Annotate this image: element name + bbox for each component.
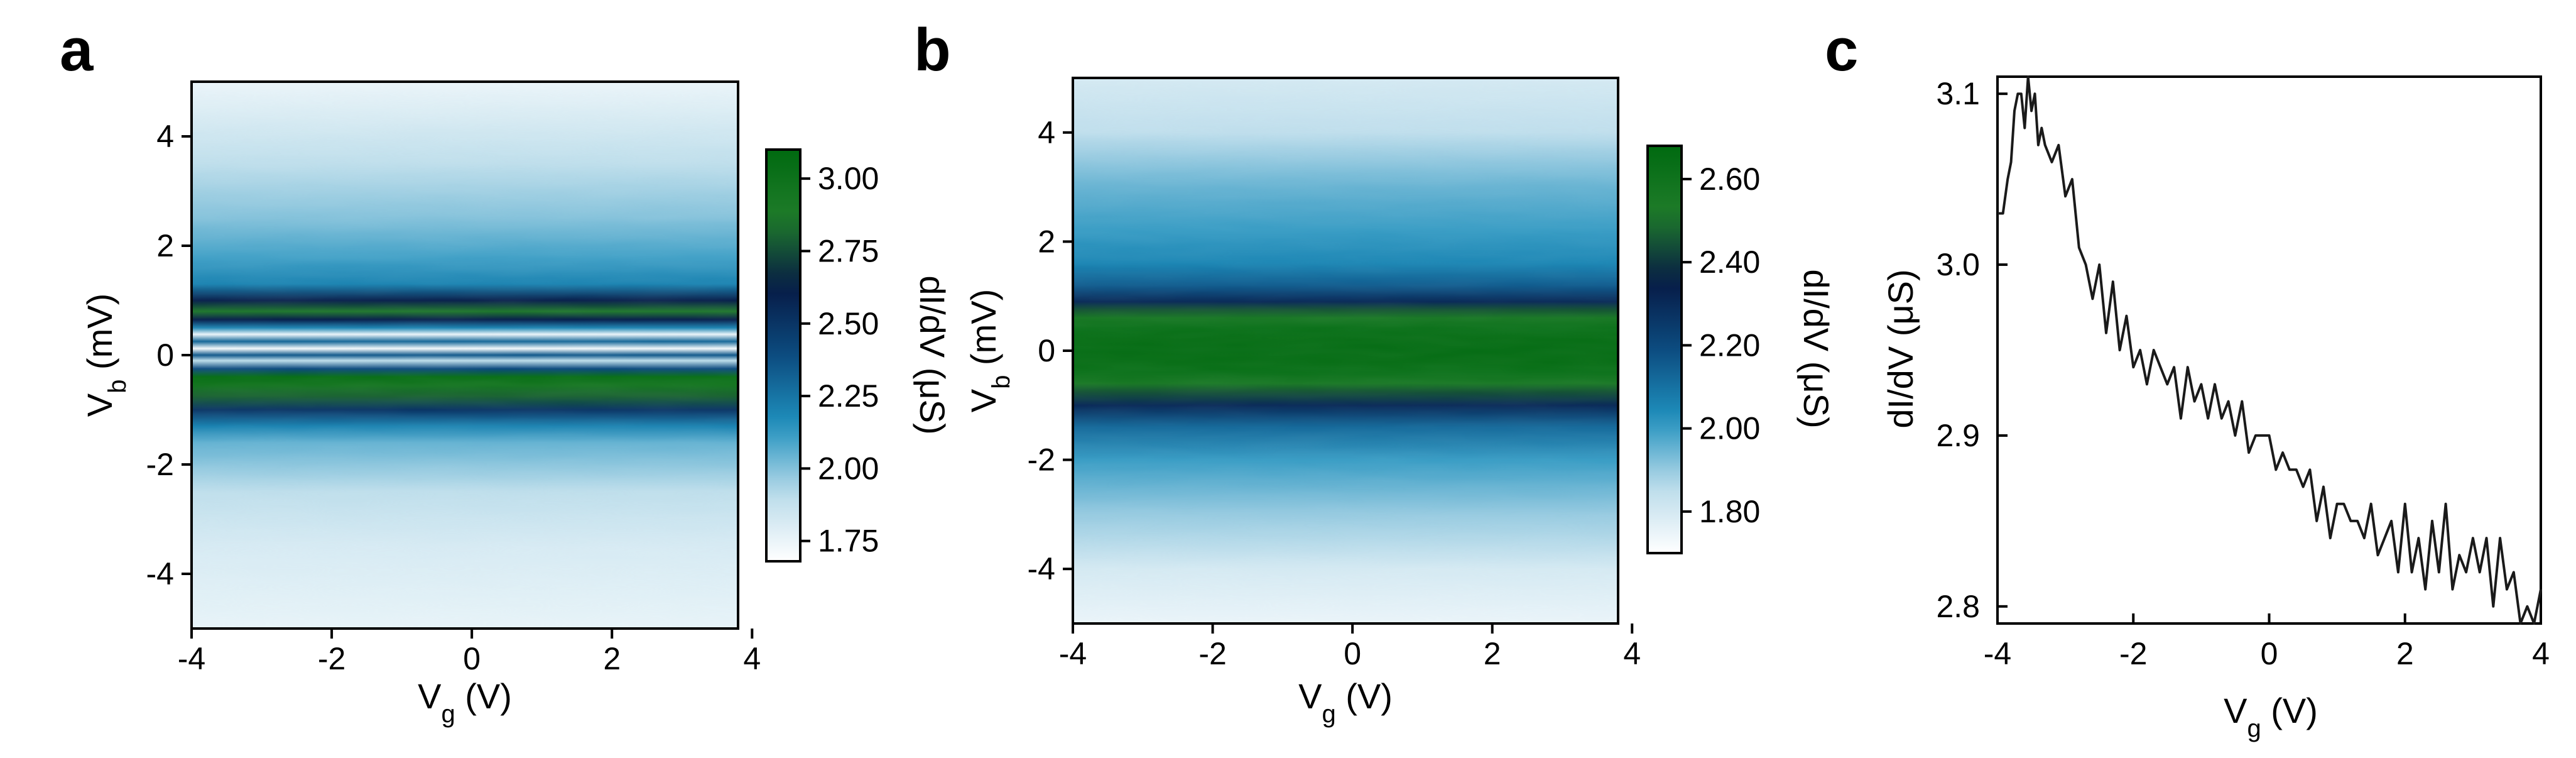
a-colorbar-tick-label: 1.75 (818, 524, 879, 559)
b-colorbar-tick-label: 2.60 (1699, 162, 1760, 197)
heatmap-b-x-axis: -4 -2 0 2 4 (1059, 623, 1641, 671)
panel-b: b -4 -2 0 2 4 -4 -2 0 2 4 Vg (V) Vb (mV) 1.80 2.0… (914, 16, 1836, 728)
a-colorbar-tick-label: 3.00 (818, 161, 879, 196)
colorbar-a-frame (765, 148, 802, 563)
a-y-tick-label: 4 (156, 119, 174, 154)
colorbar-a-label: dI/dV (μS) (913, 275, 952, 434)
colorbar-a-axis: 1.75 2.00 2.25 2.50 2.75 3.00 (800, 161, 879, 559)
a-colorbar-tick-label: 2.00 (818, 451, 879, 486)
a-x-tick-label: 0 (463, 641, 481, 676)
colorbar-a (766, 150, 800, 561)
c-y-tick-label: 3.0 (1936, 247, 1980, 282)
colorbar-b-axis: 1.80 2.00 2.20 2.40 2.60 (1682, 162, 1760, 529)
heatmap-b-y-axis: -4 -2 0 2 4 (1028, 115, 1073, 586)
a-y-tick-label: 0 (156, 338, 174, 373)
panel-c: c -4 -2 0 2 4 2.8 2.9 3.0 3.1 Vg (V) dI/dV (μS) (1825, 16, 2550, 742)
panel-letter-b: b (914, 16, 951, 84)
c-x-tick-label: 2 (2396, 636, 2414, 671)
a-x-tick-label: -4 (178, 641, 205, 676)
a-x-tick-label: -2 (318, 641, 345, 676)
colorbar-b (1648, 146, 1682, 553)
heatmap-b-y-label: Vb (mV) (964, 289, 1015, 412)
a-colorbar-tick-label: 2.50 (818, 306, 879, 341)
b-y-tick-label: 2 (1038, 224, 1055, 259)
b-x-tick-label: 2 (1484, 636, 1501, 671)
c-x-tick-label: -2 (2119, 636, 2147, 671)
heatmap-a-y-label: Vb (mV) (80, 294, 131, 417)
b-colorbar-tick-label: 2.40 (1699, 244, 1760, 280)
a-colorbar-tick-label: 2.75 (818, 233, 879, 268)
b-y-tick-label: -4 (1028, 551, 1055, 586)
b-y-tick-label: 0 (1038, 333, 1055, 368)
heatmap-a-x-axis: -4 -2 0 2 4 (178, 629, 761, 676)
c-x-tick-label: 0 (2261, 636, 2278, 671)
b-x-tick-label: -2 (1198, 636, 1226, 671)
b-colorbar-tick-label: 2.20 (1699, 327, 1760, 363)
a-y-tick-label: -2 (146, 447, 174, 482)
b-y-tick-label: -2 (1028, 442, 1055, 478)
c-x-tick-label: 4 (2532, 636, 2550, 671)
b-x-tick-label: 0 (1344, 636, 1361, 671)
c-x-tick-label: -4 (1984, 636, 2011, 671)
heatmap-a-x-label: Vg (V) (418, 676, 512, 728)
panel-a: a -4 -2 0 2 4 -4 -2 0 2 4 Vg (V) Vb (mV) 1.75 2.0… (60, 16, 952, 728)
a-x-tick-label: 4 (743, 641, 761, 676)
line-plot-c-series (1997, 75, 2542, 625)
line-plot-c-x-axis: -4 -2 0 2 4 (1984, 613, 2550, 671)
heatmap-a-y-axis: -4 -2 0 2 4 (146, 119, 192, 591)
line-plot-c-frame (1996, 75, 2542, 625)
heatmap-a-texture (192, 82, 738, 629)
panel-letter-a: a (60, 16, 94, 84)
line-plot-c-x-label: Vg (V) (2224, 691, 2318, 742)
b-x-tick-label: 4 (1623, 636, 1641, 671)
colorbar-b-label: dI/dV (μS) (1796, 269, 1836, 428)
c-y-tick-label: 2.9 (1936, 418, 1980, 453)
line-plot-c-y-label: dI/dV (μS) (1881, 269, 1920, 428)
b-y-tick-label: 4 (1038, 115, 1055, 150)
colorbar-b-frame (1646, 145, 1683, 554)
heatmap-b-texture (1073, 78, 1618, 623)
b-colorbar-tick-label: 1.80 (1699, 494, 1760, 529)
b-colorbar-tick-label: 2.00 (1699, 411, 1760, 446)
b-x-tick-label: -4 (1059, 636, 1087, 671)
a-colorbar-tick-label: 2.25 (818, 378, 879, 414)
panel-letter-c: c (1825, 16, 1858, 84)
line-plot-c-y-axis: 2.8 2.9 3.0 3.1 (1936, 76, 2008, 624)
heatmap-b-x-label: Vg (V) (1298, 676, 1393, 728)
c-y-tick-label: 2.8 (1936, 589, 1980, 624)
c-y-tick-label: 3.1 (1936, 76, 1980, 111)
a-y-tick-label: -4 (146, 556, 174, 591)
a-x-tick-label: 2 (603, 641, 621, 676)
a-y-tick-label: 2 (156, 228, 174, 263)
